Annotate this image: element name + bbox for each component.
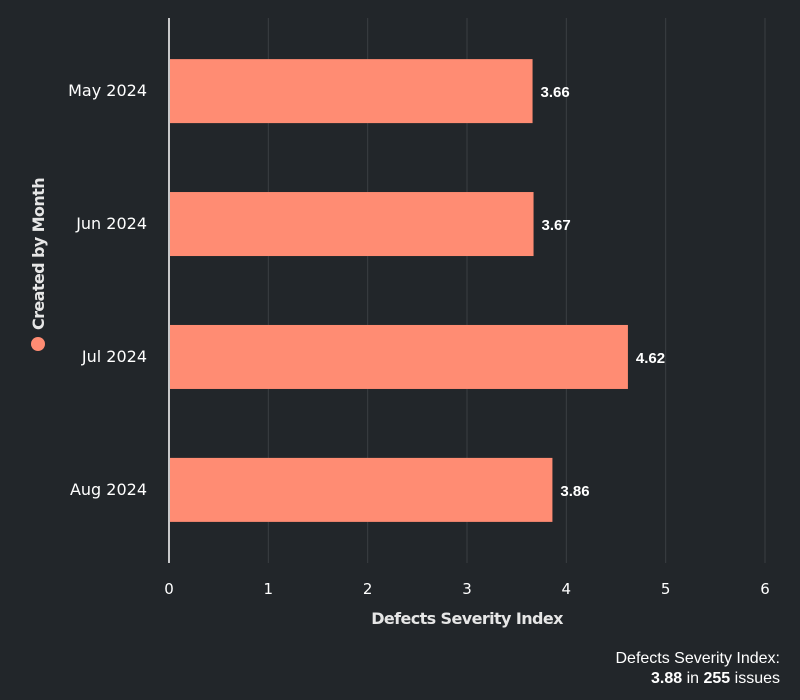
data-label: 4.62 [636,350,665,367]
y-axis-title: Created by Month [29,178,48,330]
bar[interactable] [170,59,533,124]
bar[interactable] [170,457,553,522]
x-axis-title: Defects Severity Index [371,609,564,628]
bar[interactable] [170,324,628,389]
x-tick-label: 4 [562,580,572,598]
category-label: May 2024 [68,81,147,100]
summary-suffix: issues [730,670,780,687]
x-tick-labels: 0 1 2 3 4 5 6 [164,580,770,598]
bar[interactable] [170,192,534,257]
summary-box: Defects Severity Index: 3.88 in 255 issu… [615,649,780,689]
summary-count: 255 [703,670,731,687]
bars: 3.66 3.67 4.62 3.86 [170,59,665,522]
data-label: 3.66 [541,84,570,101]
y-axis-legend[interactable]: Created by Month [29,178,48,351]
x-tick-label: 0 [164,580,174,598]
summary-title: Defects Severity Index: [615,650,780,667]
category-label: Jul 2024 [81,347,147,366]
x-tick-label: 2 [363,580,373,598]
summary-middle: in [682,670,704,687]
data-label: 3.67 [542,217,571,234]
x-tick-label: 3 [462,580,472,598]
x-tick-label: 5 [661,580,671,598]
category-labels: May 2024 Jun 2024 Jul 2024 Aug 2024 [68,81,147,499]
x-tick-label: 6 [760,580,770,598]
summary-value-line: 3.88 in 255 issues [615,669,780,689]
category-label: Jun 2024 [75,214,147,233]
summary-value: 3.88 [651,670,683,687]
category-label: Aug 2024 [70,480,147,499]
x-tick-label: 1 [264,580,274,598]
data-label: 3.86 [560,483,589,500]
legend-marker-icon [31,337,45,351]
